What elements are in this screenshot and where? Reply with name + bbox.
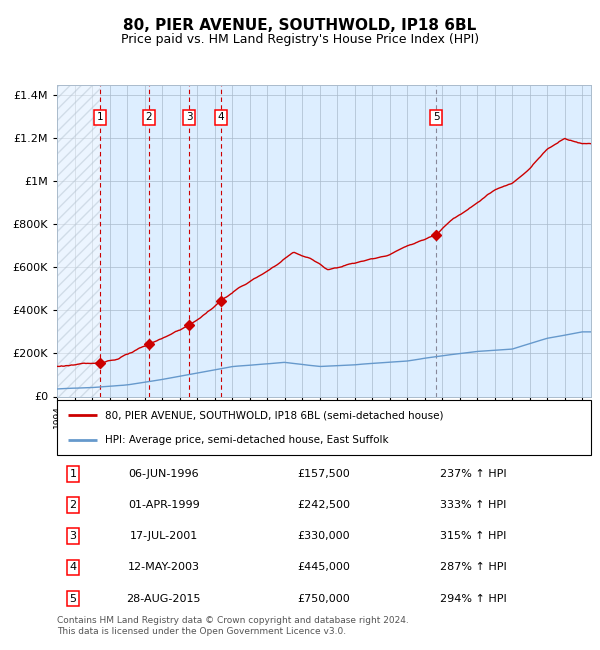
Text: 80, PIER AVENUE, SOUTHWOLD, IP18 6BL: 80, PIER AVENUE, SOUTHWOLD, IP18 6BL [124, 18, 476, 33]
Text: 3: 3 [70, 531, 77, 541]
Text: 5: 5 [433, 112, 440, 122]
Text: 2: 2 [70, 500, 77, 510]
Text: 3: 3 [185, 112, 193, 122]
Text: 17-JUL-2001: 17-JUL-2001 [130, 531, 198, 541]
Text: 06-JUN-1996: 06-JUN-1996 [128, 469, 199, 479]
Text: £242,500: £242,500 [298, 500, 350, 510]
Text: 237% ↑ HPI: 237% ↑ HPI [440, 469, 507, 479]
Text: £157,500: £157,500 [298, 469, 350, 479]
Text: 1: 1 [70, 469, 77, 479]
Text: 01-APR-1999: 01-APR-1999 [128, 500, 200, 510]
Bar [57, 84, 100, 396]
Text: £445,000: £445,000 [298, 562, 350, 573]
Text: £330,000: £330,000 [298, 531, 350, 541]
Text: 4: 4 [70, 562, 77, 573]
Text: 5: 5 [70, 593, 77, 604]
Text: 12-MAY-2003: 12-MAY-2003 [128, 562, 200, 573]
Text: 1: 1 [97, 112, 103, 122]
Text: 333% ↑ HPI: 333% ↑ HPI [440, 500, 507, 510]
Text: 28-AUG-2015: 28-AUG-2015 [127, 593, 201, 604]
Text: 2: 2 [146, 112, 152, 122]
Text: Price paid vs. HM Land Registry's House Price Index (HPI): Price paid vs. HM Land Registry's House … [121, 32, 479, 46]
Text: 294% ↑ HPI: 294% ↑ HPI [440, 593, 507, 604]
Text: Contains HM Land Registry data © Crown copyright and database right 2024.
This d: Contains HM Land Registry data © Crown c… [57, 616, 409, 636]
Text: HPI: Average price, semi-detached house, East Suffolk: HPI: Average price, semi-detached house,… [105, 435, 389, 445]
Text: 315% ↑ HPI: 315% ↑ HPI [440, 531, 507, 541]
FancyBboxPatch shape [57, 400, 591, 455]
Text: £750,000: £750,000 [298, 593, 350, 604]
Text: 80, PIER AVENUE, SOUTHWOLD, IP18 6BL (semi-detached house): 80, PIER AVENUE, SOUTHWOLD, IP18 6BL (se… [105, 410, 443, 420]
Text: 4: 4 [218, 112, 224, 122]
Text: 287% ↑ HPI: 287% ↑ HPI [440, 562, 507, 573]
